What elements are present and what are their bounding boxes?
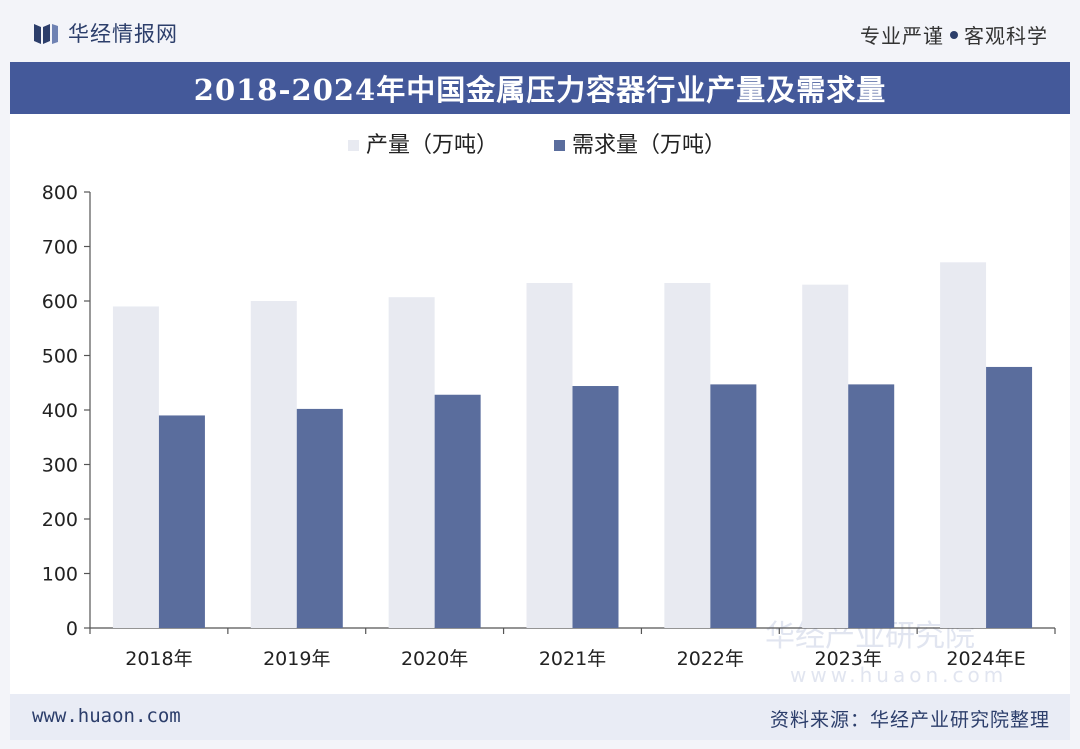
chart-title-bar: 2018-2024年中国金属压力容器行业产量及需求量 <box>10 62 1070 114</box>
footer-url[interactable]: www.huaon.com <box>32 705 181 727</box>
slogan-right: 客观科学 <box>964 24 1048 48</box>
bar-production <box>802 284 849 628</box>
bar-demand <box>848 384 895 628</box>
y-tick-label: 0 <box>66 618 78 640</box>
footer: www.huaon.com 资料来源：华经产业研究院整理 <box>10 694 1070 740</box>
bar-demand <box>572 386 619 628</box>
x-tick-label: 2024年E <box>946 648 1025 670</box>
header: 华经情报网 专业严谨 客观科学 <box>0 0 1080 58</box>
y-tick-label: 200 <box>42 509 78 531</box>
bar-production <box>388 297 435 628</box>
chart-title: 2018-2024年中国金属压力容器行业产量及需求量 <box>193 73 887 107</box>
bullet-dot-icon <box>950 30 958 39</box>
slogan: 专业严谨 客观科学 <box>860 20 1048 49</box>
legend-label-demand: 需求量（万吨） <box>572 133 726 158</box>
y-tick-label: 800 <box>42 182 78 204</box>
x-tick-label: 2018年 <box>125 648 192 670</box>
x-tick-label: 2021年 <box>539 648 606 670</box>
bar-demand <box>986 366 1033 628</box>
bar-production <box>940 262 987 628</box>
huajing-logo-icon <box>34 24 58 44</box>
bar-demand <box>710 384 757 628</box>
y-tick-label: 400 <box>42 400 78 422</box>
bar-demand <box>434 394 481 628</box>
bar-chart: 华经产业研究院www.huaon.com01002003004005006007… <box>42 133 1056 687</box>
y-tick-label: 500 <box>42 346 78 368</box>
bar-production <box>250 301 297 628</box>
watermark-url: www.huaon.com <box>790 663 1007 687</box>
x-tick-label: 2019年 <box>263 648 330 670</box>
bar-production <box>112 306 159 628</box>
footer-source: 资料来源：华经产业研究院整理 <box>769 709 1050 731</box>
slogan-left: 专业严谨 <box>860 24 944 48</box>
legend-label-production: 产量（万吨） <box>366 133 498 158</box>
x-tick-label: 2023年 <box>815 648 882 670</box>
bar-production <box>664 283 711 628</box>
brand[interactable]: 华经情报网 <box>34 18 178 48</box>
y-tick-label: 300 <box>42 455 78 477</box>
brand-name: 华经情报网 <box>68 22 178 46</box>
x-tick-label: 2022年 <box>677 648 744 670</box>
bar-production <box>526 283 573 628</box>
bar-demand <box>158 415 205 628</box>
legend-swatch-demand <box>554 140 565 151</box>
plot-area: 华经产业研究院 www.huaon.com 0 100 200 300 400 500 600 7… <box>10 114 1070 694</box>
y-tick-label: 100 <box>42 564 78 586</box>
bar-demand <box>296 408 343 628</box>
legend-swatch-production <box>348 140 359 151</box>
y-tick-label: 600 <box>42 291 78 313</box>
x-tick-label: 2020年 <box>401 648 468 670</box>
y-tick-label: 700 <box>42 237 78 259</box>
